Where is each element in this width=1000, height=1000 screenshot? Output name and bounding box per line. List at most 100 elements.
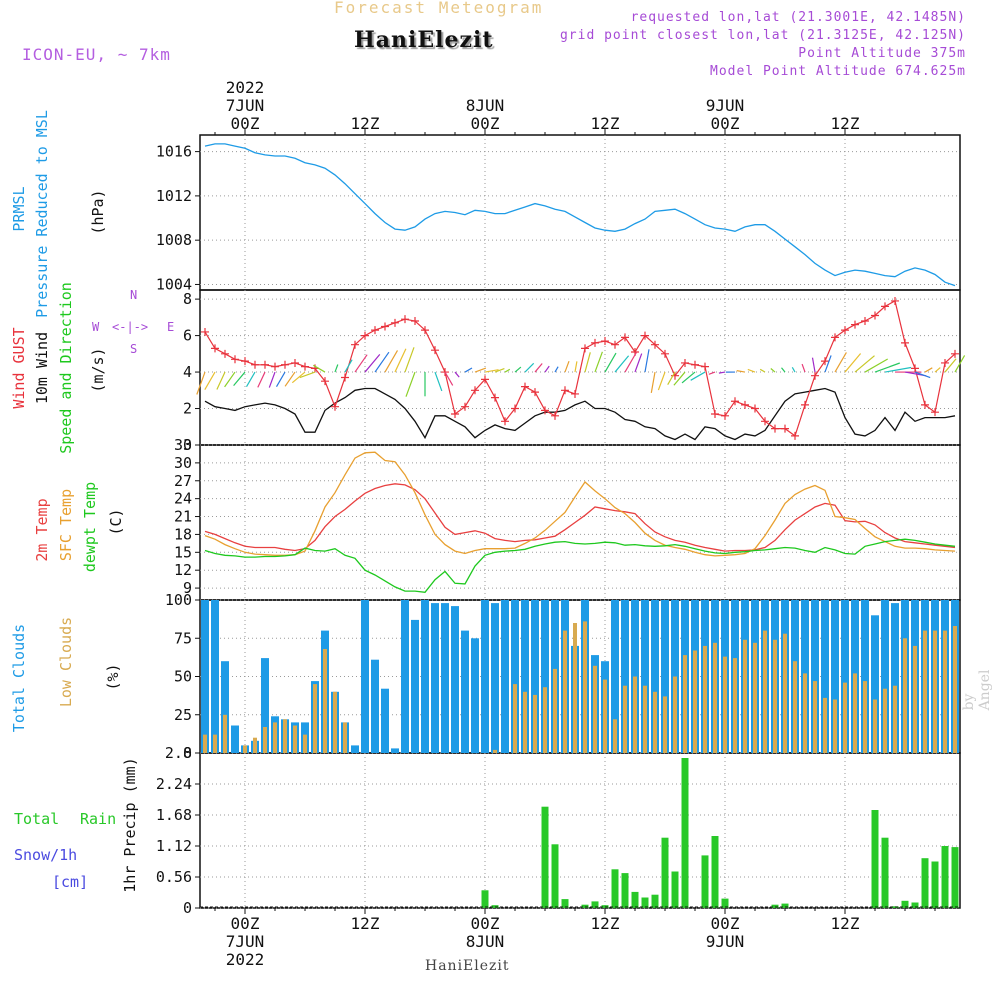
rain-bar: [631, 891, 639, 908]
rain-bar: [781, 903, 789, 908]
total-clouds-bar: [661, 600, 669, 753]
total-clouds-bar: [211, 600, 219, 753]
wind-gust-point: [501, 417, 509, 426]
rain-label-rain: Rain: [80, 810, 117, 828]
low-clouds-bar: [633, 676, 637, 753]
time-label-bottom: 2022: [226, 950, 265, 969]
low-clouds-bar: [893, 685, 897, 753]
rain-bar: [551, 844, 559, 908]
wind-direction-arrow: [312, 364, 326, 373]
low-clouds-bar: [743, 639, 747, 753]
temp-dewpt-label: dewpt Temp: [81, 481, 99, 573]
wind-direction-arrow: [464, 367, 473, 373]
pressure-line: [204, 143, 956, 287]
total-clouds-bar: [421, 600, 429, 753]
total-clouds-bar: [521, 600, 529, 753]
wind-gust-point: [801, 400, 809, 409]
wind-direction-arrow: [924, 367, 933, 373]
wind-gust-point: [231, 355, 239, 364]
wind-direction-arrow: [934, 367, 941, 373]
wind-gust-point: [881, 302, 889, 311]
wind-direction-arrow: [708, 371, 716, 375]
compass-west: W: [92, 320, 100, 334]
low-clouds-bar: [903, 638, 907, 754]
wind-direction-arrow: [884, 366, 912, 373]
rain-bar: [931, 861, 939, 908]
compass-east: E: [167, 320, 175, 334]
wind-gust-point: [351, 340, 359, 349]
wind-direction-arrow: [484, 369, 499, 373]
time-label-top: 12Z: [831, 114, 860, 133]
wind-direction-arrow: [544, 365, 550, 373]
time-label-bottom: 7JUN: [226, 932, 265, 951]
rain-bar: [901, 900, 909, 908]
rain-bar: [701, 855, 709, 908]
wind-gust-point: [271, 362, 279, 371]
rain-label-total: Total: [14, 810, 60, 828]
low-clouds-bar: [713, 642, 717, 753]
time-label-top: 7JUN: [226, 96, 265, 115]
low-clouds-bar: [733, 658, 737, 753]
sfc-temp-line: [204, 451, 956, 557]
temp-y-tick-label: 24: [174, 490, 192, 508]
rain-bar: [711, 836, 719, 908]
low-clouds-bar: [313, 684, 317, 753]
wind-direction-arrow: [673, 371, 686, 386]
wind-gust-point: [331, 402, 339, 411]
total-clouds-bar: [461, 630, 469, 753]
total-clouds-bar: [401, 600, 409, 753]
wind-direction-arrow: [801, 363, 806, 373]
low-clouds-bar: [343, 722, 347, 753]
wind-gust-point: [401, 315, 409, 324]
wind-direction-arrow: [233, 371, 246, 386]
temp-y-tick-label: 12: [174, 561, 192, 579]
wind-direction-arrow: [811, 357, 816, 373]
wind-gust-point: [581, 344, 589, 353]
wind-direction-arrow: [334, 364, 339, 373]
time-label-top: 9JUN: [706, 96, 745, 115]
compass-legend: N W <-|-> E S: [92, 288, 182, 358]
clouds-y-tick-label: 50: [174, 668, 192, 686]
wind-direction-arrow: [584, 352, 591, 373]
model-point-altitude: Model Point Altitude 674.625m: [710, 64, 966, 79]
rain-bar: [881, 837, 889, 908]
wind-gust-point: [701, 362, 709, 371]
dewpt-temp-line: [204, 538, 956, 593]
low-clouds-bar: [833, 699, 837, 753]
compass-north: N: [130, 288, 138, 302]
total-clouds-bar: [451, 606, 459, 753]
wind-panel-frame: [199, 289, 961, 446]
rain-bar: [921, 858, 929, 908]
total-clouds-bar: [261, 658, 269, 753]
time-label-bottom: 9JUN: [706, 932, 745, 951]
temp-y-tick-label: 9: [183, 579, 192, 597]
rain-bar: [591, 901, 599, 908]
wind-gust-point: [561, 386, 569, 395]
time-label-bottom: 12Z: [591, 914, 620, 933]
total-clouds-bar: [641, 600, 649, 753]
low-clouds-bar: [813, 681, 817, 753]
wind-gust-point: [511, 404, 519, 413]
wind-gust-point: [841, 326, 849, 335]
clouds-y-tick-label: 25: [174, 706, 192, 724]
precip-y-tick-label: 2.8: [165, 744, 192, 762]
wind-direction-arrow: [204, 371, 216, 391]
clouds-y-tick-label: 100: [165, 591, 192, 609]
rain-bar: [561, 899, 569, 908]
wind-direction-arrow: [614, 355, 630, 373]
total-clouds-bar: [871, 615, 879, 753]
total-clouds-bar: [651, 600, 659, 753]
wind-direction-arrow: [196, 371, 206, 395]
wind-direction-arrow: [291, 371, 306, 384]
pressure-panel-frame: [199, 134, 961, 291]
low-clouds-label: Low Clouds: [57, 616, 75, 708]
rain-bar: [581, 904, 589, 908]
time-label-bottom: 12Z: [351, 914, 380, 933]
byline: by Angel: [961, 669, 993, 711]
snow-unit: [cm]: [52, 873, 89, 891]
wind-10m-line: [204, 387, 956, 441]
wind-direction-arrow: [690, 371, 706, 381]
wind-direction-arrow: [394, 348, 407, 373]
wind-gust-point: [721, 411, 729, 420]
wind-y-tick-label: 4: [183, 363, 192, 381]
